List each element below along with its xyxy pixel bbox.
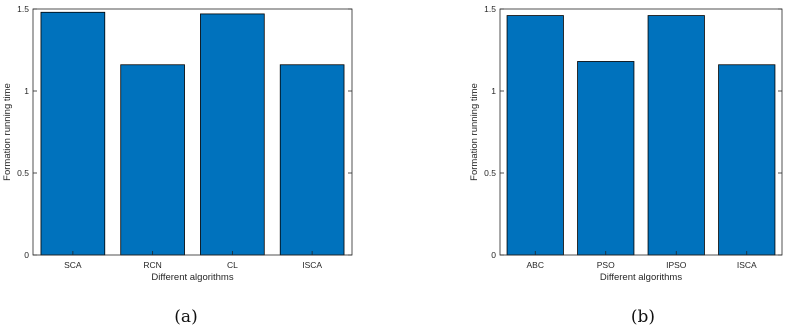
chart-b: 0 0.5 1 1.5 ABC PSO IPSO ISCA Different algorith… <box>469 4 783 327</box>
bar-pso <box>577 61 635 256</box>
x-tick-label: RCN <box>143 260 161 270</box>
y-tick-label: 1.5 <box>484 4 496 14</box>
x-tick-label: CL <box>227 260 238 270</box>
x-tick-label: PSO <box>597 260 615 270</box>
y-tick-label: 0 <box>24 250 29 260</box>
subfigure-caption: (b) <box>631 307 655 327</box>
y-tick-label: 0.5 <box>484 168 496 178</box>
axes-box <box>32 8 353 256</box>
y-tick-label: 1.5 <box>17 4 29 14</box>
x-axis-label: Different algorithms <box>151 272 233 283</box>
bar-isca <box>279 64 345 256</box>
y-axis-label: Formation running time <box>2 83 13 181</box>
y-tick-label: 1 <box>24 86 29 96</box>
bar-cl <box>200 13 265 256</box>
axes-box <box>499 8 783 256</box>
x-tick-label: SCA <box>64 260 82 270</box>
y-tick-label: 0.5 <box>17 168 29 178</box>
x-tick-label: ISCA <box>302 260 322 270</box>
y-axis-label: Formation running time <box>469 83 480 181</box>
y-tick-label: 0 <box>491 250 496 260</box>
bar-rcn <box>120 64 185 256</box>
y-tick-label: 1 <box>491 86 496 96</box>
x-tick-label: IPSO <box>666 260 687 270</box>
subfigure-caption: (a) <box>174 307 197 327</box>
chart-a: 0 0.5 1 1.5 SCA RCN CL ISCA Different algorithms… <box>2 4 353 327</box>
x-tick-label: ISCA <box>737 260 757 270</box>
bar-ipso <box>647 15 705 256</box>
bar-abc <box>506 15 564 256</box>
x-axis-label: Different algorithms <box>600 272 682 283</box>
bar-isca <box>718 64 776 256</box>
bar-sca <box>40 11 106 256</box>
x-tick-label: ABC <box>527 260 544 270</box>
